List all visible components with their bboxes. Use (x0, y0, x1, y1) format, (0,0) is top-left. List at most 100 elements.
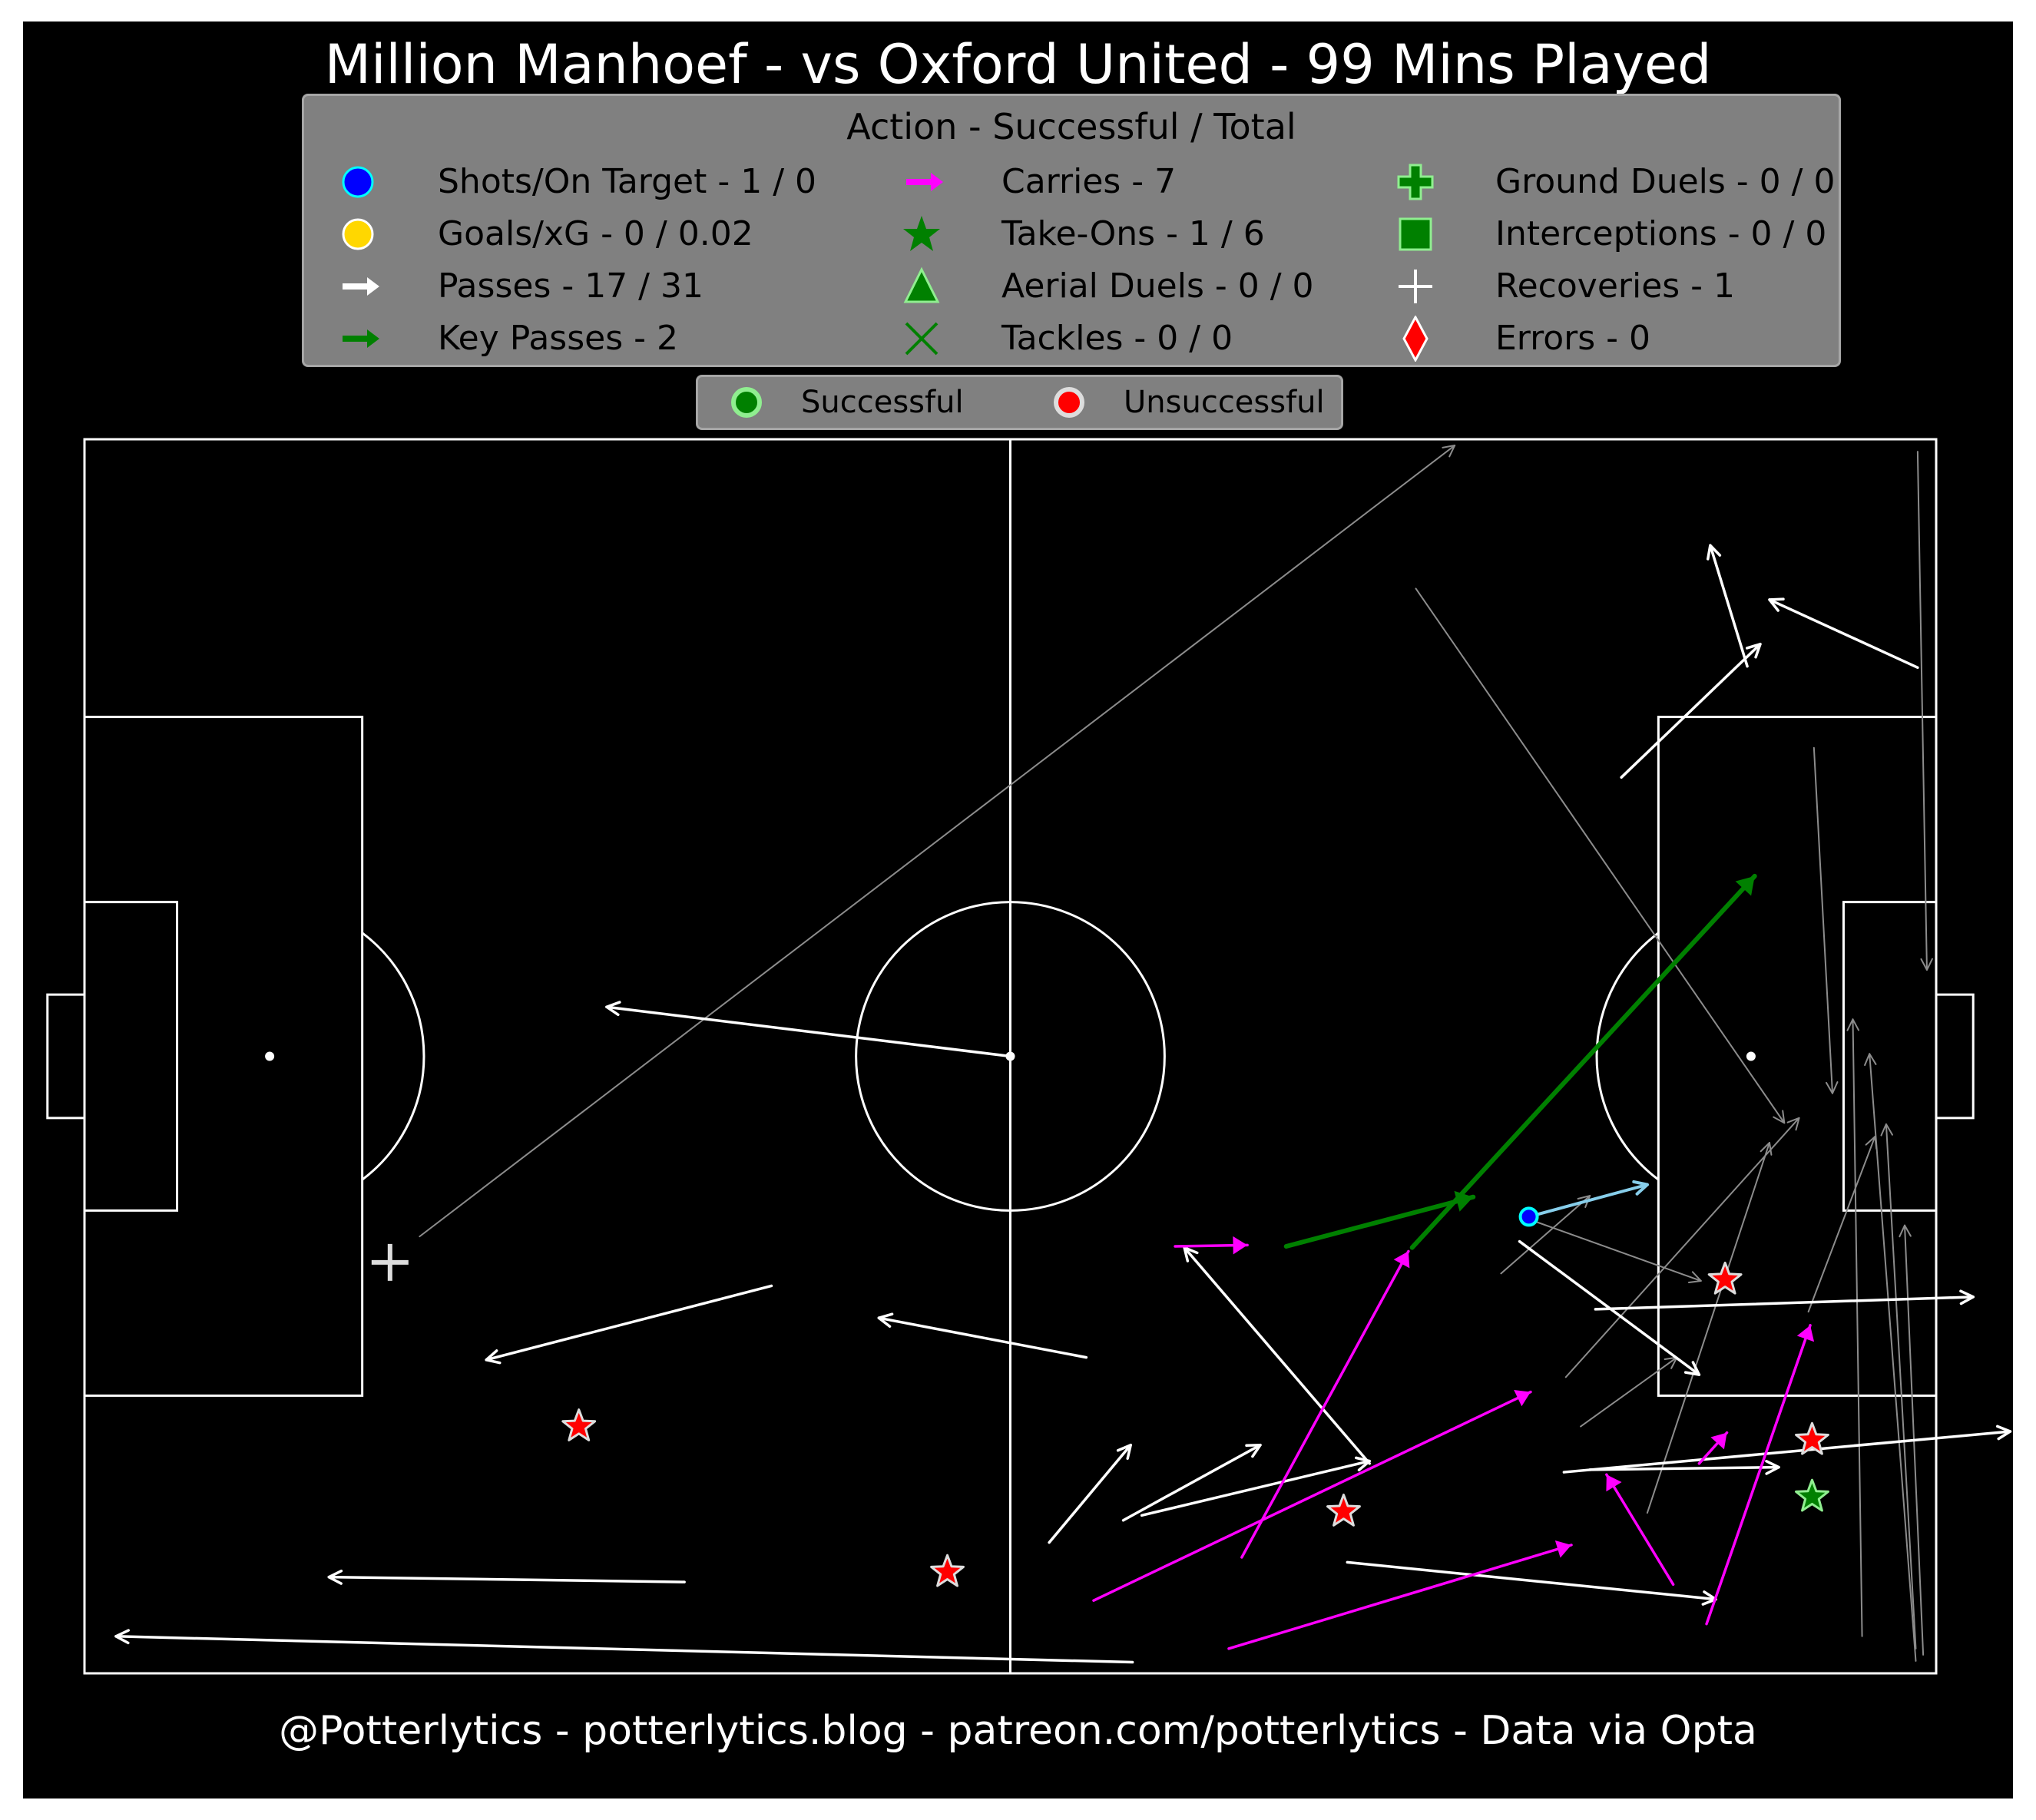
carry-head (1796, 1325, 1815, 1342)
pass-successful-shaft (1140, 1459, 1371, 1517)
pass-unsuccessful-head (1846, 1018, 1859, 1031)
shot-marker (1518, 1206, 1539, 1227)
pass-successful-head (1245, 1443, 1262, 1458)
carry-head (1514, 1389, 1531, 1407)
pass-unsuccessful (1500, 1195, 1591, 1275)
interception-square-icon (1399, 217, 1432, 251)
carry (1174, 1236, 1249, 1255)
legend-label: Carries - 7 (1001, 162, 1177, 201)
pass-successful (1346, 1560, 1717, 1606)
pass-unsuccessful-head (1786, 1117, 1800, 1131)
legend-label: Key Passes - 2 (438, 319, 678, 358)
aerial-triangle-icon (903, 266, 940, 303)
pass-successful (1620, 643, 1762, 779)
pass-successful-shaft (1121, 1443, 1262, 1522)
pass-unsuccessful-head (1864, 1053, 1877, 1067)
legend-label: Recoveries - 1 (1495, 266, 1736, 306)
key-pass-head (1735, 875, 1755, 896)
take-on-unsuccessful (1707, 1261, 1743, 1295)
pass-successful (1562, 1425, 2012, 1474)
pass-successful-shaft (1594, 1296, 1975, 1311)
take-on-unsuccessful (561, 1408, 597, 1441)
pass-unsuccessful (1916, 451, 1933, 971)
pass-unsuccessful-head (1899, 1224, 1912, 1238)
recovery-plus-icon (1399, 270, 1432, 303)
pass-successful-shaft (1183, 1246, 1371, 1465)
pass-successful (1140, 1456, 1371, 1517)
pass-successful-head (1116, 1443, 1132, 1460)
right-penalty-arc (1595, 932, 1660, 1181)
pass-unsuccessful-head (1865, 1135, 1878, 1150)
pass-successful (877, 1312, 1088, 1359)
pass-successful-shaft (1048, 1443, 1132, 1544)
left-penalty-spot (265, 1051, 275, 1061)
key-pass-shaft (1283, 1194, 1476, 1249)
right-goal (1935, 993, 1975, 1120)
tackle-x-icon (905, 322, 939, 356)
right-penalty-box (1657, 716, 1938, 1397)
pass-successful-shaft (1709, 544, 1749, 668)
pass-successful-head (1768, 597, 1785, 612)
pass-unsuccessful-shaft (1869, 1053, 1917, 1662)
pass-successful (1588, 1459, 1780, 1475)
pass-unsuccessful-shaft (1580, 1356, 1678, 1428)
pass-successful-shaft (327, 1575, 686, 1583)
carry (1705, 1324, 1815, 1626)
key-pass (1409, 873, 1757, 1250)
pass-successful-shaft (1346, 1560, 1717, 1601)
pitch-lines (46, 438, 1975, 1675)
carry-shaft (1605, 1473, 1675, 1587)
pass-successful (605, 1001, 1012, 1058)
pass-arrow-icon (343, 277, 379, 296)
pass-unsuccessful-shaft (1646, 1141, 1771, 1514)
legend-label: Successful (801, 385, 964, 420)
legend-label: Take-Ons - 1 / 6 (1001, 214, 1265, 253)
pass-unsuccessful-shaft (1852, 1018, 1863, 1637)
pass-unsuccessful (1580, 1356, 1678, 1428)
pass-unsuccessful-head (1773, 1110, 1786, 1124)
legend-label: Interceptions - 0 / 0 (1495, 214, 1827, 253)
pass-unsuccessful (1864, 1053, 1917, 1662)
successful-marker-icon (731, 387, 762, 418)
carry (1092, 1389, 1532, 1602)
take-on-unsuccessful (1326, 1493, 1361, 1527)
carry (1697, 1431, 1729, 1465)
pass-successful-head (1706, 544, 1722, 561)
pass-successful-shaft (485, 1284, 773, 1362)
pass-successful-shaft (877, 1316, 1088, 1359)
legend-title: Action - Successful / Total (846, 106, 1296, 147)
legend-label: Aerial Duels - 0 / 0 (1001, 266, 1314, 306)
pass-unsuccessful (1528, 1218, 1702, 1283)
legend-label: Goals/xG - 0 / 0.02 (438, 214, 753, 253)
outcome-legend: Successful Unsuccessful (696, 375, 1343, 430)
error-diamond-icon (1402, 316, 1429, 362)
carry-shaft (1705, 1324, 1812, 1626)
pass-successful-shaft (1620, 643, 1762, 779)
pass-successful-head (877, 1312, 894, 1328)
shot-line (1527, 1180, 1649, 1219)
legend-label: Ground Duels - 0 / 0 (1495, 162, 1836, 201)
pass-unsuccessful (1880, 1123, 1917, 1650)
pass-unsuccessful-shaft (1885, 1123, 1917, 1650)
carry-head (1393, 1251, 1410, 1269)
pass-unsuccessful-shaft (1813, 746, 1833, 1094)
pass-unsuccessful-shaft (1916, 451, 1928, 971)
pass-successful-head (605, 1001, 621, 1017)
carry (1227, 1540, 1573, 1650)
pass-successful-shaft (1588, 1465, 1780, 1471)
pass-successful-head (1354, 1456, 1371, 1472)
shot-circle-icon (342, 166, 374, 198)
pass-unsuccessful-shaft (1528, 1218, 1702, 1282)
pass-unsuccessful-head (1920, 958, 1933, 971)
left-penalty-arc (361, 932, 425, 1181)
pass-unsuccessful-head (1577, 1195, 1591, 1208)
pass-successful (1048, 1443, 1132, 1544)
pass-unsuccessful (419, 445, 1456, 1238)
pass-successful-shaft (114, 1635, 1134, 1664)
carry-arrow-icon (906, 173, 943, 191)
legend-label: Shots/On Target - 1 / 0 (438, 162, 817, 201)
ground-duel-plus-icon (1397, 164, 1434, 200)
pass-unsuccessful-shaft (419, 445, 1456, 1238)
take-on-unsuccessful (1795, 1421, 1829, 1455)
